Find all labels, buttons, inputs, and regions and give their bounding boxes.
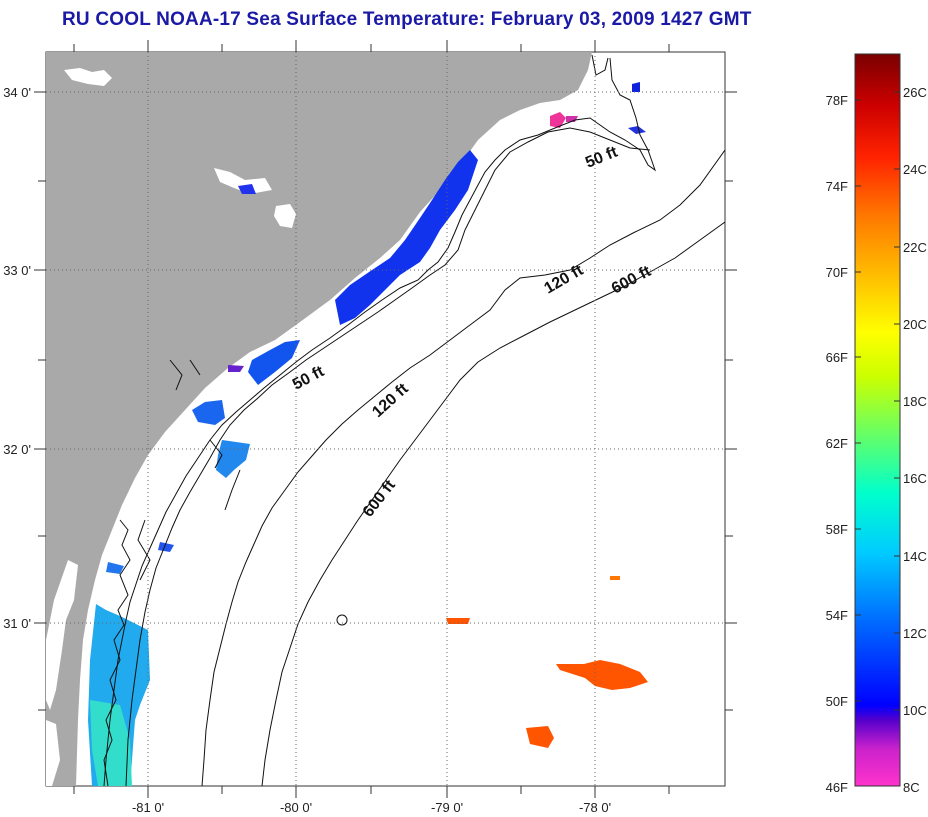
sst-patch-warm	[610, 576, 620, 580]
sst-patch-warm	[446, 618, 470, 624]
colorbar-f-label: 58F	[826, 522, 848, 537]
sst-patch-cold-south	[192, 400, 225, 425]
cloud-patch	[64, 68, 112, 86]
sst-patch-blue-north	[632, 82, 640, 92]
colorbar-f-label: 70F	[826, 265, 848, 280]
colorbar-c-label: 10C	[903, 703, 927, 718]
colorbar-ticks	[855, 91, 900, 711]
colorbar-c-label: 14C	[903, 549, 927, 564]
coastline	[103, 519, 131, 786]
colorbar-f-label: 74F	[826, 179, 848, 194]
contour-600ft	[261, 221, 725, 786]
sst-patch-warm	[556, 660, 648, 690]
colorbar-f-label: 62F	[826, 436, 848, 451]
colorbar-c-label: 16C	[903, 471, 927, 486]
lon-label: -79 0'	[431, 800, 463, 815]
sst-patch-blue-small	[106, 562, 124, 574]
axis-ticks	[34, 40, 737, 798]
lat-label: 33 0'	[3, 263, 31, 278]
colorbar-c-label: 26C	[903, 85, 927, 100]
sst-patch-cold-inshore	[216, 440, 250, 478]
colorbar-f-label: 54F	[826, 608, 848, 623]
colorbar-f-label: 46F	[826, 780, 848, 795]
sst-patch-warm	[526, 726, 554, 748]
lon-label: -81 0'	[132, 800, 164, 815]
colorbar	[854, 53, 901, 787]
colorbar-f-label: 50F	[826, 694, 848, 709]
contour-120ft	[201, 149, 725, 786]
sst-patch-cold-north	[335, 150, 478, 325]
lat-label: 34 0'	[3, 85, 31, 100]
colorbar-c-label: 20C	[903, 317, 927, 332]
colorbar-c-label: 18C	[903, 394, 927, 409]
sst-patch-blue-north	[628, 126, 646, 134]
lat-label: 32 0'	[3, 442, 31, 457]
lon-label: -80 0'	[280, 800, 312, 815]
cloud-patch	[214, 168, 272, 194]
map-title: RU COOL NOAA-17 Sea Surface Temperature:…	[62, 9, 752, 30]
colorbar-f-label: 66F	[826, 350, 848, 365]
colorbar-c-label: 22C	[903, 240, 927, 255]
cloud-patch	[46, 720, 60, 786]
colorbar-c-label: 8C	[903, 780, 920, 795]
sst-patch-cold-mid	[248, 340, 300, 385]
colorbar-f-label: 78F	[826, 93, 848, 108]
coastline	[137, 359, 241, 581]
seamount-contour	[336, 614, 348, 626]
sst-patch-blue-north	[238, 184, 256, 194]
lon-label: -78 0'	[579, 800, 611, 815]
sst-patch-blue-small	[158, 542, 174, 552]
coastline	[103, 54, 656, 786]
lat-label: 31 0'	[3, 616, 31, 631]
sst-patch-magenta	[550, 112, 566, 128]
colorbar-c-label: 24C	[903, 162, 927, 177]
colorbar-c-label: 12C	[903, 626, 927, 641]
cloud-patch	[46, 560, 78, 710]
contour-50ft	[125, 127, 651, 786]
cloud-patch	[274, 204, 296, 228]
sst-patch-violet	[228, 365, 244, 372]
land-mass	[46, 52, 592, 786]
